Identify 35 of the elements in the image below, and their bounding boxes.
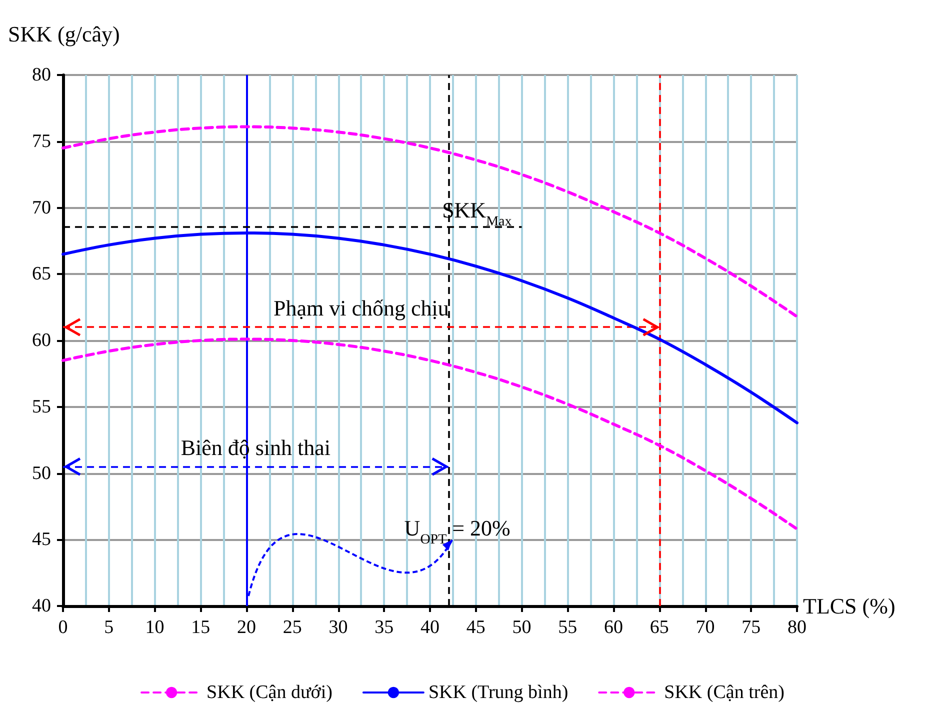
y-tick-label: 60 — [32, 330, 51, 351]
x-tick-label: 0 — [58, 617, 68, 638]
x-tick-label: 70 — [696, 617, 715, 638]
x-tick-label: 55 — [558, 617, 578, 638]
x-tick-label: 65 — [650, 617, 669, 638]
y-tick-label: 40 — [32, 596, 51, 616]
x-tick-label: 80 — [788, 617, 806, 638]
x-axis-title: TLCS (%) — [803, 594, 896, 618]
y-axis-title: SKK (g/cây) — [8, 22, 120, 46]
y-tick-label: 75 — [32, 130, 51, 152]
x-tick-label: 25 — [282, 617, 302, 638]
x-tick-label: 35 — [374, 617, 394, 638]
ref-line-label: SKK$_{Max}$ — [442, 197, 512, 229]
x-tick-label: 40 — [420, 617, 440, 638]
x-tick-label: 30 — [328, 617, 348, 638]
x-tick-label: 60 — [604, 617, 623, 638]
y-tick-label: 65 — [32, 264, 51, 285]
x-tick-label: 5 — [104, 617, 114, 638]
y-tick-label: 45 — [32, 529, 51, 550]
line-series — [62, 125, 798, 318]
x-tick-label: 75 — [742, 617, 761, 638]
y-tick-label: 80 — [32, 64, 51, 86]
x-tick-label: 10 — [145, 617, 164, 638]
x-tick-label: 45 — [466, 617, 486, 638]
y-tick-label: 55 — [32, 396, 51, 418]
x-tick-label: 20 — [237, 617, 256, 638]
ref-line-label: Phạm vi chống chịu — [274, 296, 449, 321]
y-tick-label: 50 — [32, 462, 51, 484]
x-tick-label: 15 — [191, 617, 210, 638]
annotation: U$_{OPT}$ = 20% — [404, 516, 510, 548]
y-tick-label: 70 — [32, 197, 51, 218]
legend-label: SKK (Trung bình) — [428, 682, 568, 703]
legend-label: SKK (Cận trên) — [664, 682, 784, 703]
x-tick-label: 50 — [512, 617, 532, 638]
legend-label: SKK (Cận dưới) — [206, 682, 332, 703]
